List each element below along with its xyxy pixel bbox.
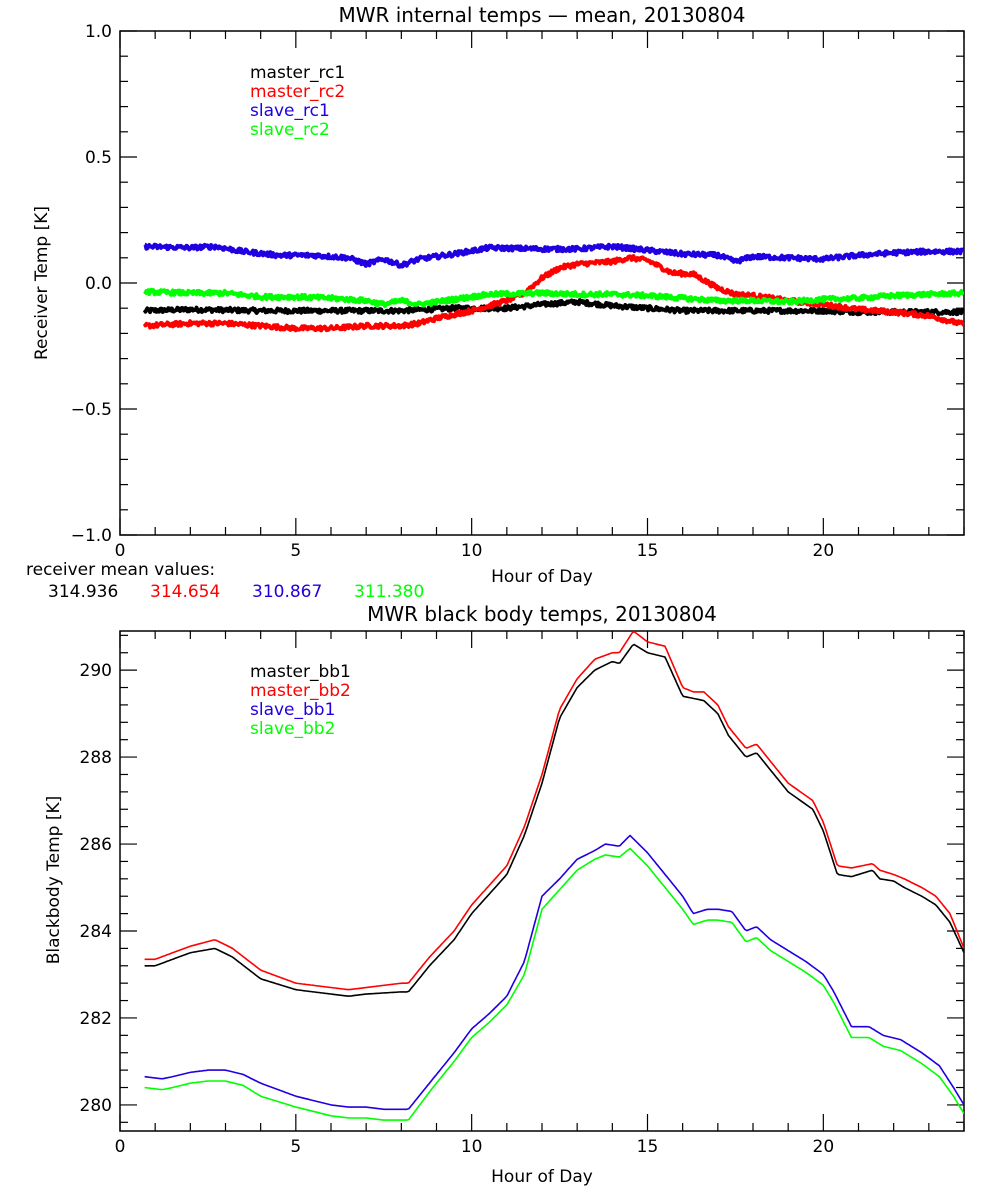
chart-title: MWR internal temps — mean, 20130804 [338,3,745,27]
x-tick-label: 0 [115,1137,126,1157]
x-tick-label: 10 [461,1137,483,1157]
y-tick-label: 288 [80,748,112,768]
legend-entry-master-rc1: master_rc1 [250,63,345,83]
y-tick-label: 282 [80,1009,112,1029]
y-tick-label: 280 [80,1096,112,1116]
x-tick-label: 20 [813,541,835,561]
series-line-slave-rc1 [143,242,964,269]
axes: 0 5 10 15 20 −1.0 −0.5 0.0 0.5 1.0 [71,22,965,561]
legend-entry-slave-bb1: slave_bb1 [250,700,335,720]
x-axis-label: Hour of Day [491,1167,593,1187]
legend-entry-master-bb2: master_bb2 [250,681,351,701]
series-line-master-rc2 [142,254,964,333]
series-line-slave-bb1 [144,834,964,1111]
y-tick-label: 286 [80,835,112,855]
plot-frame [119,630,965,1132]
legend-entry-master-rc2: master_rc2 [250,82,345,102]
x-tick-label: 10 [461,541,483,561]
y-tick-label: 290 [80,661,112,681]
receiver-temp-chart: MWR internal temps — mean, 20130804 0 5 10… [26,3,965,602]
legend-entry-master-bb1: master_bb1 [250,662,351,682]
chart-title: MWR black body temps, 20130804 [367,602,717,626]
mean-values-label: receiver mean values: [26,560,215,580]
mean-values: 314.936 314.654 310.867 311.380 [48,582,424,602]
mean-value: 310.867 [252,582,322,602]
series-line-slave-bb2 [144,847,964,1121]
series-line-master-bb2 [144,631,964,991]
legend-entry-slave-rc2: slave_rc2 [250,120,330,140]
series-line-master-rc1 [142,298,964,317]
x-tick-label: 5 [290,541,301,561]
blackbody-temp-chart: MWR black body temps, 20130804 0 5 10 15 20 2… [44,602,965,1187]
series-line-slave-rc2 [143,287,964,309]
x-tick-label: 15 [637,1137,659,1157]
plot-frame [119,30,965,536]
y-axis-label: Receiver Temp [K] [32,206,52,360]
y-tick-label: 284 [80,922,112,942]
mean-value: 314.936 [48,582,118,602]
axes: 0 5 10 15 20 280 282 284 286 288 290 [80,630,965,1157]
y-tick-label: −1.0 [71,526,112,546]
x-axis-label: Hour of Day [491,567,593,587]
x-tick-label: 20 [813,1137,835,1157]
mean-value: 314.654 [150,582,220,602]
y-tick-label: −0.5 [71,400,112,420]
y-axis-label: Blackbody Temp [K] [44,796,64,965]
series-lines [144,631,964,1121]
y-tick-label: 0.5 [85,148,112,168]
y-tick-label: 0.0 [85,274,112,294]
legend-entry-slave-bb2: slave_bb2 [250,719,335,739]
mean-value: 311.380 [354,582,424,602]
series-lines [142,242,964,333]
y-tick-label: 1.0 [85,22,112,42]
x-tick-label: 0 [115,541,126,561]
legend-entry-slave-rc1: slave_rc1 [250,101,330,121]
x-tick-label: 5 [290,1137,301,1157]
series-line-master-bb1 [144,643,964,997]
x-tick-label: 15 [637,541,659,561]
